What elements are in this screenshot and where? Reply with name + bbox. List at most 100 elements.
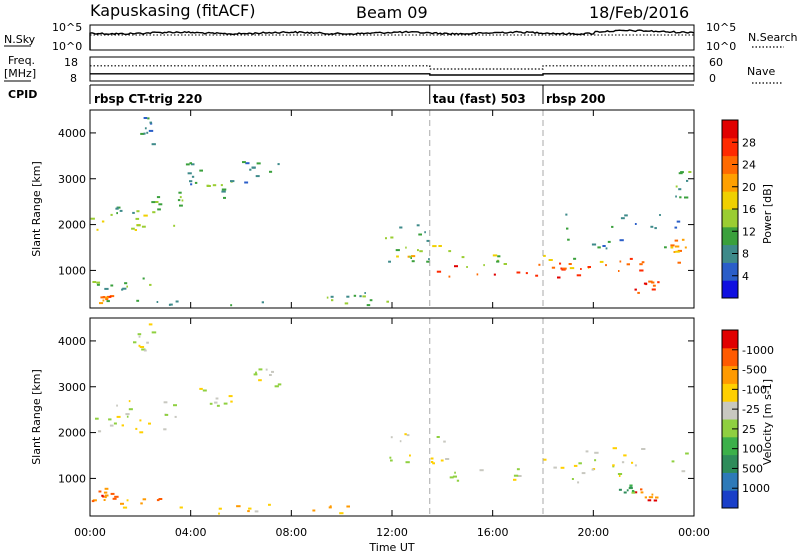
- heatmap-cell: [634, 464, 637, 467]
- heatmap-cell: [251, 166, 256, 169]
- cpid-mode-2: rbsp 200: [546, 92, 605, 106]
- heatmap-cell: [104, 287, 109, 290]
- heatmap-cell: [151, 331, 157, 334]
- heatmap-cell: [199, 169, 203, 172]
- power-colorbar: 4 8 12 16 20 24 28: [721, 119, 756, 299]
- heatmap-cell: [576, 274, 582, 277]
- heatmap-cell: [466, 266, 468, 268]
- heatmap-cell: [223, 402, 228, 405]
- heatmap-cell: [139, 419, 142, 422]
- heatmap-cell: [116, 212, 118, 215]
- heatmap-cell: [483, 264, 485, 267]
- heatmap-cell: [443, 440, 446, 443]
- heatmap-cell: [362, 295, 366, 298]
- heatmap-cell: [185, 163, 190, 166]
- heatmap-cell: [580, 268, 582, 270]
- power-y-axis: 1000 2000 3000 4000: [58, 127, 694, 277]
- heatmap-cell: [269, 374, 272, 376]
- heatmap-cell: [432, 245, 437, 248]
- colorbar-swatch: [722, 419, 738, 438]
- velocity-data: [91, 318, 689, 516]
- heatmap-cell: [330, 295, 334, 298]
- heatmap-cell: [96, 283, 100, 286]
- heatmap-cell: [493, 273, 496, 276]
- heatmap-cell: [670, 244, 675, 247]
- heatmap-cell: [115, 207, 119, 210]
- heatmap-cell: [430, 461, 434, 463]
- heatmap-cell: [456, 479, 460, 482]
- heatmap-cell: [454, 265, 458, 268]
- heatmap-cell: [109, 424, 114, 427]
- heatmap-cell: [653, 499, 658, 502]
- colorbar-swatch: [722, 137, 738, 157]
- heatmap-cell: [247, 510, 250, 513]
- heatmap-cell: [619, 239, 624, 242]
- heatmap-cell: [411, 255, 416, 258]
- heatmap-cell: [194, 181, 198, 184]
- nave-series-line: [90, 65, 694, 70]
- noise-panel-frame: [89, 24, 695, 51]
- heatmap-cell: [386, 300, 389, 303]
- heatmap-cell: [104, 296, 109, 299]
- colorbar-swatch: [722, 436, 738, 456]
- heatmap-cell: [140, 502, 143, 505]
- colorbar-frame: [721, 329, 739, 509]
- heatmap-cell: [476, 273, 479, 276]
- heatmap-cell: [216, 404, 220, 407]
- heatmap-cell: [568, 263, 572, 265]
- heatmap-cell: [277, 383, 282, 386]
- heatmap-cell: [438, 245, 442, 247]
- heatmap-cell: [109, 295, 115, 298]
- heatmap-cell: [102, 299, 105, 302]
- heatmap-cell: [686, 179, 689, 182]
- heatmap-cell: [684, 196, 689, 199]
- heatmap-cell: [157, 208, 161, 211]
- heatmap-cell: [364, 292, 366, 294]
- heatmap-cell: [206, 185, 211, 187]
- power-panel-bg: [90, 110, 694, 308]
- heatmap-cell: [212, 184, 217, 187]
- heatmap-cell: [255, 371, 257, 374]
- heatmap-cell: [445, 458, 450, 460]
- colorbar-swatch: [722, 244, 738, 263]
- heatmap-cell: [617, 473, 623, 475]
- heatmap-cell: [359, 295, 362, 298]
- heatmap-cell: [448, 250, 452, 253]
- heatmap-cell: [640, 491, 644, 494]
- heatmap-cell: [104, 494, 109, 497]
- heatmap-cell: [678, 188, 682, 191]
- heatmap-cell: [92, 499, 97, 502]
- velocity-panel: 1000 2000 3000 4000 Slant Range [km]: [30, 317, 695, 517]
- heatmap-cell: [684, 246, 687, 249]
- heatmap-cell: [121, 424, 124, 427]
- colorbar-tick-label: -100: [742, 383, 767, 396]
- heatmap-cell: [559, 262, 562, 265]
- heatmap-cell: [164, 413, 169, 416]
- heatmap-cell: [132, 211, 135, 214]
- heatmap-cell: [578, 462, 582, 465]
- heatmap-cell: [274, 385, 279, 388]
- heatmap-cell: [581, 472, 586, 475]
- station-title: Kapuskasing (fitACF): [90, 1, 255, 20]
- heatmap-cell: [651, 288, 656, 291]
- noise-ytick-left-top: 10^5: [52, 21, 82, 34]
- heatmap-cell: [122, 506, 128, 509]
- heatmap-cell: [548, 259, 553, 261]
- heatmap-cell: [395, 249, 400, 252]
- heatmap-cell: [230, 180, 235, 183]
- heatmap-cell: [513, 474, 519, 477]
- nave-ytick-top: 60: [709, 56, 723, 69]
- heatmap-cell: [404, 433, 407, 436]
- heatmap-cell: [673, 251, 676, 253]
- colorbar-swatch: [722, 490, 738, 509]
- heatmap-cell: [312, 509, 316, 512]
- heatmap-cell: [139, 346, 145, 348]
- heatmap-cell: [248, 507, 252, 510]
- colorbar-tick-label: 100: [742, 443, 763, 456]
- heatmap-cell: [258, 368, 263, 371]
- heatmap-cell: [605, 264, 607, 267]
- heatmap-cell: [120, 502, 124, 505]
- heatmap-cell: [189, 180, 193, 183]
- heatmap-cell: [652, 284, 656, 287]
- heatmap-cell: [388, 260, 391, 263]
